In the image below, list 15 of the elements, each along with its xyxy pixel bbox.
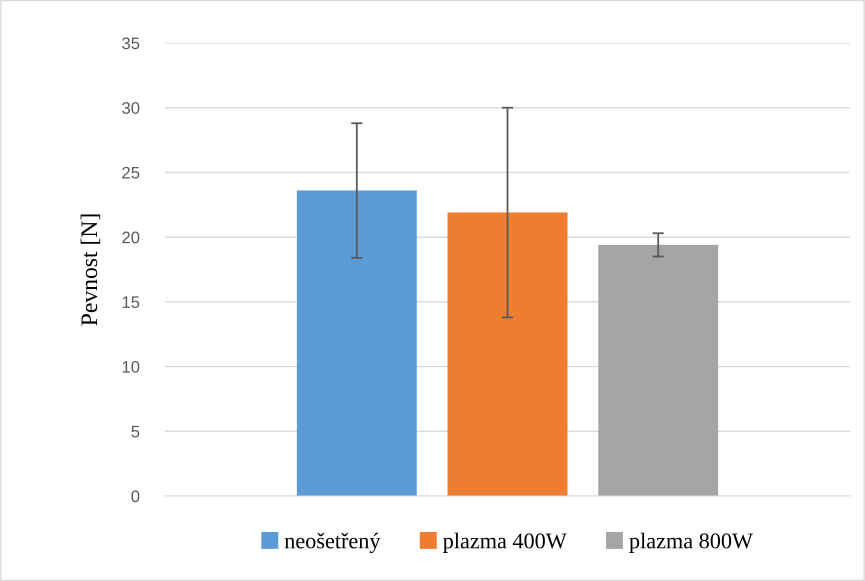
- y-tick-label: 30: [122, 102, 140, 114]
- legend-label: plazma 400W: [443, 532, 567, 553]
- y-tick-label: 5: [131, 426, 140, 438]
- y-tick-label: 20: [122, 232, 140, 244]
- y-tick-label: 15: [122, 296, 140, 308]
- y-axis-title: Pevnost [N]: [80, 214, 100, 326]
- bar: [448, 212, 568, 496]
- legend-label: neošetřený: [284, 532, 380, 554]
- legend-label: plazma 800W: [629, 532, 753, 553]
- y-tick-label: 10: [122, 360, 140, 373]
- bar: [598, 244, 718, 496]
- y-tick-label: 0: [131, 490, 140, 502]
- y-tick-label: 25: [122, 166, 140, 179]
- bar: [296, 190, 417, 496]
- y-tick-label: 35: [122, 37, 140, 50]
